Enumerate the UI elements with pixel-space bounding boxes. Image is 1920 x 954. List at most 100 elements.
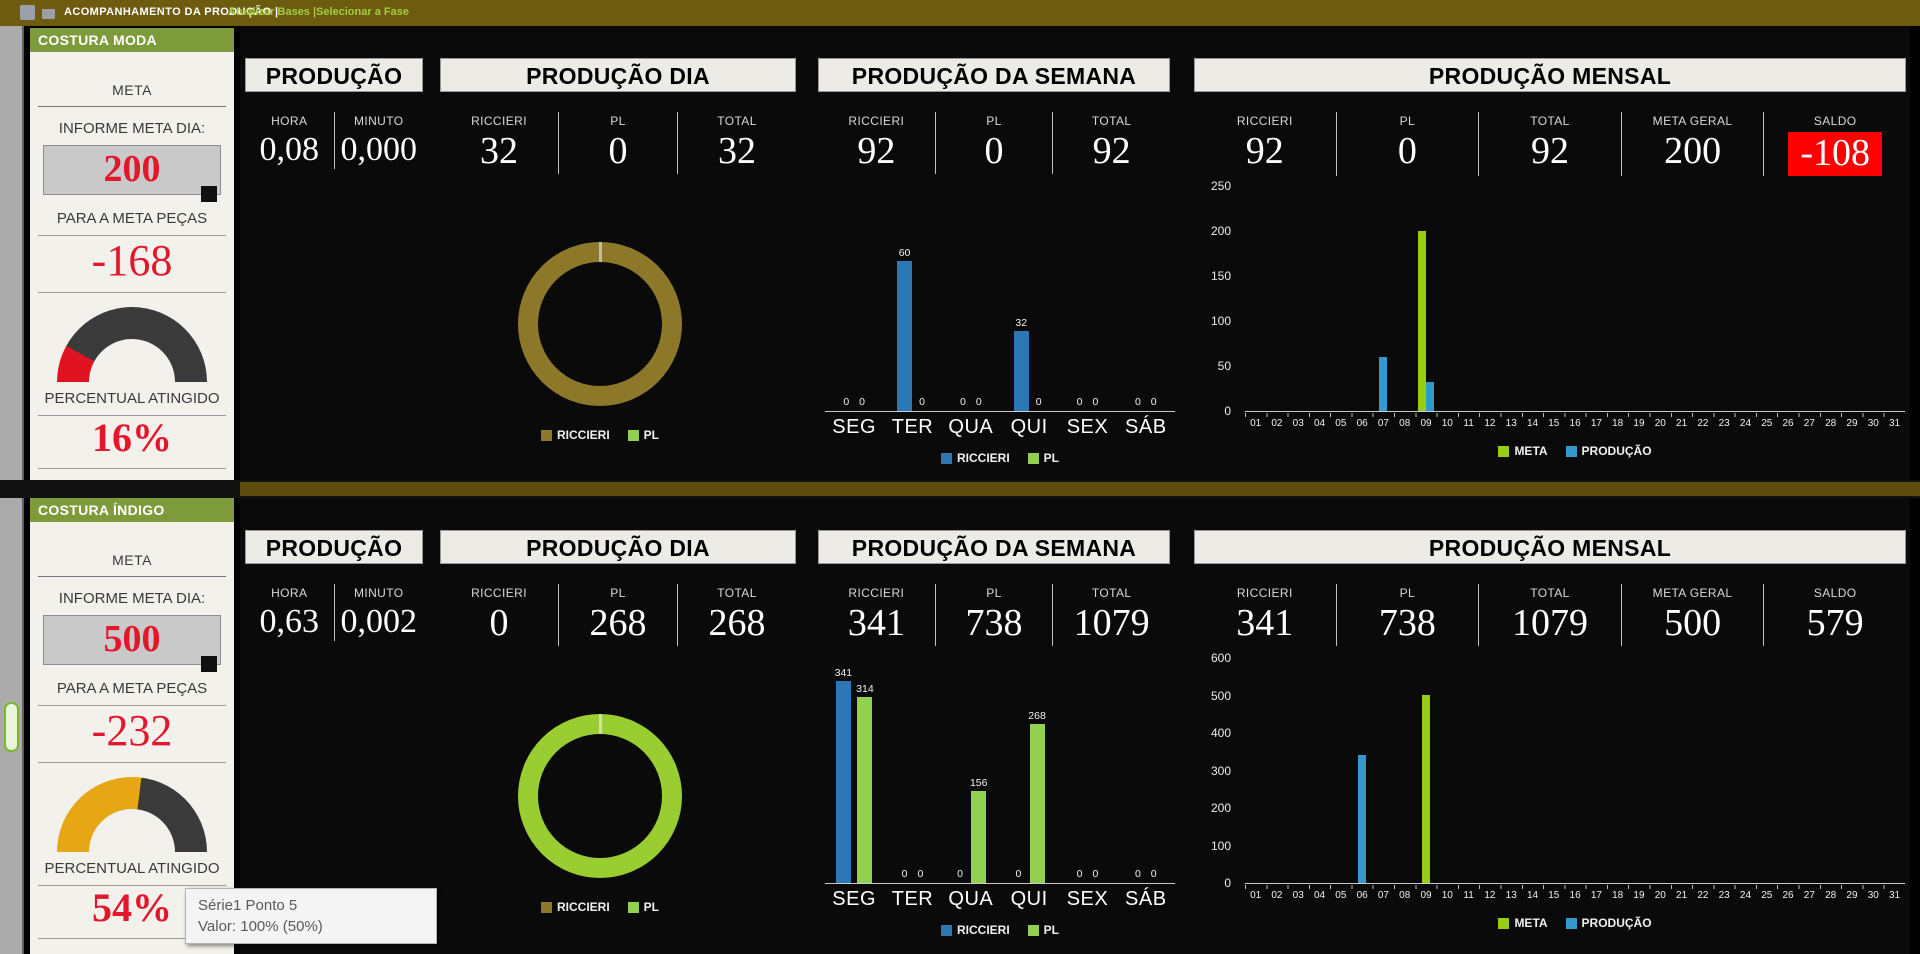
m-day: 05 [1335,890,1347,901]
m-day: 15 [1548,418,1560,429]
gauge-chart[interactable] [57,307,207,383]
wk-label: 341 [834,667,853,679]
donut-chart[interactable] [518,242,682,406]
m-bar [1422,695,1431,883]
m-day: 03 [1292,418,1304,429]
producao-semana-header: PRODUÇÃO DA SEMANA [818,530,1170,564]
wk-zero: 0 [975,396,982,408]
m-bar [1358,755,1367,883]
wk-cat: QUA [948,888,994,910]
m-ytick: 100 [1210,838,1231,853]
percentual-value: 16% [92,415,172,461]
m-day: 09 [1420,418,1432,429]
producao-header: PRODUÇÃO [245,58,423,92]
m-ytick: 50 [1217,359,1231,373]
m-ytick: 150 [1210,269,1231,283]
pl-swatch [1027,452,1039,464]
m-ytick: 250 [1210,179,1231,193]
meta-label: META [112,82,152,98]
legend-item: RICCIERI [540,428,610,442]
producao-semana-header: PRODUÇÃO DA SEMANA [818,58,1170,92]
wk-label: 60 [898,247,911,259]
stat-column: TOTAL 92 [1052,112,1170,174]
menu-atualizar-bases[interactable]: Atualizar Bases | [228,6,317,18]
donut-chart[interactable] [518,714,682,878]
tooltip-series: Série1 Ponto 5 [198,897,298,914]
m-cell [1415,231,1436,411]
m-cell [1373,357,1394,411]
wk-cell: 0 0 SÁB [1116,186,1175,439]
riccieri-swatch [940,452,952,464]
m-day: 18 [1612,890,1624,901]
legend-item: PL [627,900,659,914]
stat-label: HORA [271,586,308,600]
wk-cell: 0 0 SEX [1058,186,1117,439]
meta-swatch [1498,917,1510,929]
semana-stats: RICCIERI 341 PL 738 TOTAL 1079 [818,584,1170,646]
producao-stats: HORA 0,08 MINUTO 0,000 [245,112,423,170]
divider-line [38,576,226,577]
m-ytick: 100 [1210,314,1231,328]
donut-legend: RICCIERI PL [495,900,705,914]
para-meta-value: -232 [91,706,173,755]
stat-label: RICCIERI [471,586,527,600]
input-handle[interactable] [201,186,217,202]
m-ticks [1245,413,1905,417]
stat-value: 32 [480,130,518,172]
divider-line [38,938,226,940]
m-day: 07 [1377,418,1389,429]
month-bar-chart[interactable]: 0 50 100 150 200 250 01 02 03 04 05 06 07 08 09 10 11 12 1… [1195,179,1910,446]
informe-meta-label: INFORME META DIA: [58,590,206,607]
wk-barwrap: 341 [834,667,853,883]
divider-line [38,762,226,764]
m-day: 27 [1803,418,1815,429]
m-day: 10 [1441,890,1453,901]
menu-selecionar-fase[interactable]: Selecionar a Fase [316,6,409,18]
input-handle[interactable] [201,656,217,672]
wk-cat: SEX [1066,888,1109,910]
percentual-label: PERCENTUAL ATINGIDO [44,860,220,878]
wk-zero: 0 [959,396,966,408]
m-day: 13 [1505,418,1517,429]
m-day: 22 [1697,418,1709,429]
wk-zero: 0 [1092,868,1099,880]
m-day: 24 [1739,418,1752,429]
month-bar-chart[interactable]: 0 100 200 300 400 500 600 01 02 03 04 05 06 07 08 09 10 1… [1195,651,1910,918]
m-day: 01 [1250,890,1262,901]
wk-zero: 0 [919,396,925,408]
wk-bars: 0 268 [999,658,1059,884]
stat-label: HORA [271,114,308,128]
meta-dia-input[interactable]: 200 [43,145,221,202]
minimize-icon[interactable] [42,9,55,19]
legend-label: META [1514,444,1548,458]
stat-label: RICCIERI [1236,114,1293,128]
stat-value: 0,002 [340,603,418,640]
side-slider-handle[interactable] [4,702,19,752]
m-day: 17 [1590,890,1602,901]
stat-value: 738 [1378,602,1436,644]
gauge-chart[interactable] [57,777,207,853]
m-day: 15 [1548,890,1560,901]
m-days: 01 02 03 04 05 06 07 08 09 10 11 12 13 14 15 16 17 18 19 20… [1245,890,1905,901]
meta-dia-input[interactable]: 500 [43,615,221,672]
m-ytick: 200 [1210,801,1231,815]
stat-column: PL 0 [934,112,1053,174]
divider-line [38,415,226,417]
m-day: 17 [1590,418,1602,429]
wk-bar [1029,724,1045,883]
m-day: 21 [1676,890,1688,901]
week-bar-chart[interactable]: 341 314 SEG 0 0 TER 0 156 QUA 0 268 QUI 0 0 SEX 0 0 SÁB [825,658,1175,911]
stat-value: 92 [1530,130,1569,172]
app-window-icon[interactable] [20,5,35,20]
meta-dia-value: 500 [103,618,161,660]
stat-value: 268 [589,602,647,644]
stat-label: TOTAL [1530,586,1570,600]
wk-barwrap: 60 [897,247,913,411]
m-day: 08 [1399,418,1411,429]
wk-zero: 0 [1092,396,1099,408]
legend-label: META [1514,916,1548,930]
stat-label: META GERAL [1652,114,1733,128]
divider-line [38,106,226,107]
week-bar-chart[interactable]: 0 0 SEG 60 0 TER 0 0 QUA 32 0 QUI 0 0 SEX 0 0 SÁB [825,186,1175,439]
